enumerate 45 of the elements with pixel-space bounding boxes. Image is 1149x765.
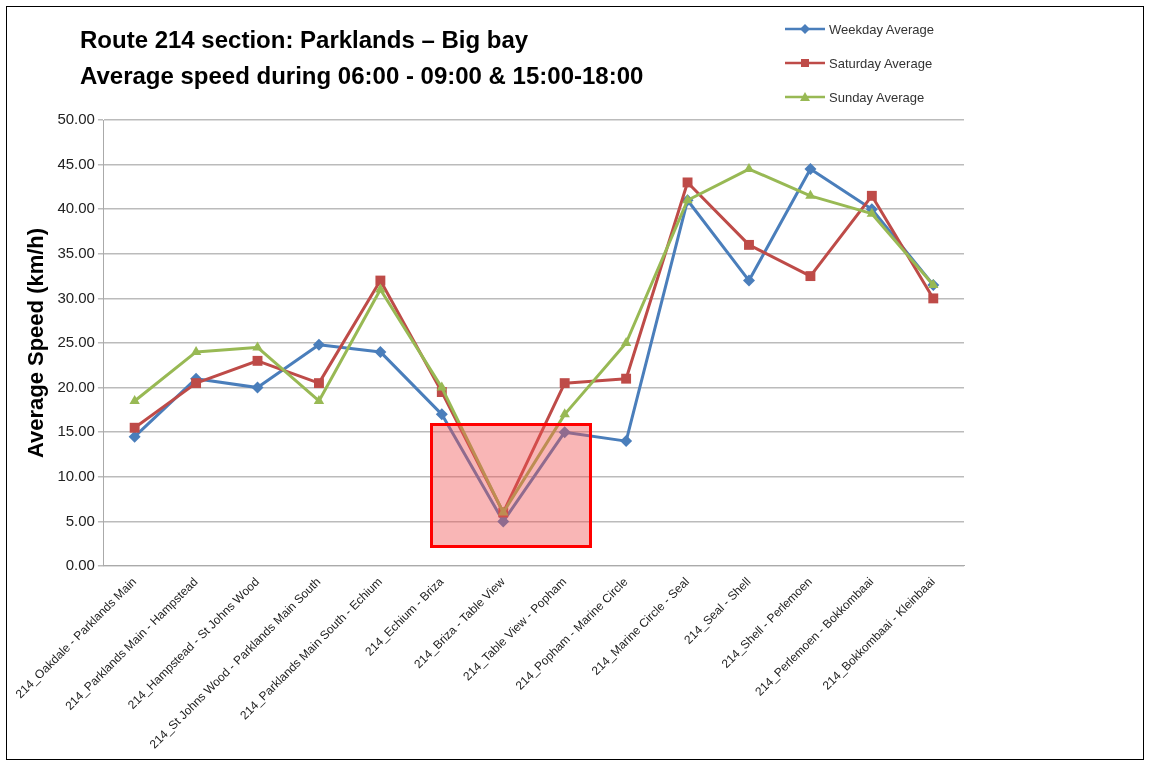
point xyxy=(375,275,386,286)
legend-label: Weekday Average xyxy=(829,22,935,37)
y-tick-label: 35.00 xyxy=(57,243,95,261)
legend-label: Saturday Average xyxy=(829,56,933,71)
point xyxy=(742,274,755,287)
point xyxy=(129,422,140,433)
y-tick-label: 45.00 xyxy=(57,154,95,172)
point xyxy=(312,338,325,351)
y-tick-label: 15.00 xyxy=(57,422,95,440)
point xyxy=(435,408,448,421)
point xyxy=(866,207,878,217)
y-tick-label: 30.00 xyxy=(57,288,95,306)
point xyxy=(374,345,387,358)
chart-title: Route 214 section: Parklands – Big bay xyxy=(80,25,530,55)
point xyxy=(558,426,571,439)
point xyxy=(744,239,754,250)
point xyxy=(190,345,202,355)
point xyxy=(313,394,325,404)
y-tick-label: 10.00 xyxy=(57,466,95,484)
point xyxy=(804,163,817,176)
y-tick-label: 25.00 xyxy=(57,333,95,351)
y-tick-label: 50.00 xyxy=(57,110,95,128)
y-axis-title: Average Speed (km/h) xyxy=(23,227,49,459)
y-tick-label: 40.00 xyxy=(57,199,95,217)
point xyxy=(314,378,324,389)
point xyxy=(129,394,140,404)
point xyxy=(866,190,877,201)
y-tick-label: 5.00 xyxy=(65,511,95,529)
point xyxy=(436,381,448,391)
point xyxy=(805,189,816,199)
point xyxy=(559,378,570,389)
point xyxy=(620,337,632,346)
chart-subtitle: Average speed during 06:00 - 09:00 & 15:00-18:00 xyxy=(80,61,644,91)
point xyxy=(805,271,816,282)
point xyxy=(252,355,263,366)
point xyxy=(621,373,632,384)
y-tick-label: 20.00 xyxy=(57,377,95,395)
point xyxy=(251,381,264,394)
point xyxy=(191,378,202,389)
y-tick-label: 0.00 xyxy=(65,556,95,574)
point xyxy=(682,177,693,188)
legend-label: Sunday Average xyxy=(829,90,925,105)
point xyxy=(928,293,939,304)
point xyxy=(252,341,263,351)
point xyxy=(620,435,633,448)
